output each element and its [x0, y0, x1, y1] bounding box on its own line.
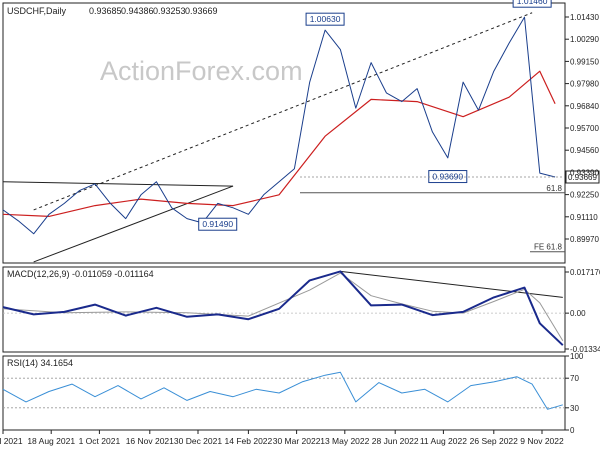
x-tick-label: 14 Feb 2022: [225, 436, 273, 446]
watermark: ActionForex.com: [100, 56, 303, 86]
price-annotation-box: [428, 170, 468, 184]
price-line: [2, 16, 556, 235]
x-tick-label: 1 Oct 2021: [79, 436, 121, 446]
y-tick-label: 70: [570, 374, 579, 383]
trendline: [33, 185, 234, 263]
y-tick-label: 0.92250: [570, 191, 599, 200]
y-tick-label: 0.96840: [570, 102, 599, 111]
x-tick-label: 30 Dec 2021: [174, 436, 222, 446]
ohlc-close: 0.93669: [185, 6, 218, 16]
price-annotation-box: [305, 12, 345, 26]
x-tick-label: 30 Mar 2022: [273, 436, 321, 446]
fibo-label: FE 61.8: [534, 243, 563, 252]
ohlc-low: 0.93253: [153, 6, 186, 16]
y-tick-label: 0.017176: [570, 268, 600, 277]
x-tick-label: 28 Jun 2022: [372, 436, 419, 446]
price-annotation-label: 0.93690: [432, 172, 463, 182]
moving-average-line: [2, 70, 556, 217]
trendline: [2, 181, 234, 187]
y-tick-label: 0.89970: [570, 235, 599, 244]
y-tick-label: 0.93390: [570, 168, 599, 177]
panel-frame: [2, 2, 566, 264]
x-tick-label: 18 Aug 2021: [27, 436, 75, 446]
y-tick-label: 100: [570, 352, 584, 361]
x-tick-label: 26 Sep 2022: [470, 436, 518, 446]
last-price-box: [565, 170, 600, 184]
x-tick-label: 16 Nov 2021: [126, 436, 174, 446]
ohlc-open: 0.93685: [89, 6, 122, 16]
y-tick-label: 0.97980: [570, 80, 599, 89]
price-annotation-label: 0.91490: [202, 219, 233, 229]
macd-line: [2, 270, 564, 346]
macd-title: MACD(12,26,9) -0.011059 -0.011164: [7, 269, 154, 279]
macd-signal-line: [2, 272, 564, 342]
last-price-label: 0.93669: [568, 173, 597, 182]
y-tick-label: 0: [570, 426, 575, 435]
x-tick-label: 5 Jul 2021: [0, 436, 23, 446]
y-tick-label: -0.01334: [570, 345, 600, 354]
y-tick-label: 0.95700: [570, 124, 599, 133]
y-tick-label: 1.01430: [570, 13, 599, 22]
y-tick-label: 0.91110: [570, 213, 598, 222]
price-annotation-box: [512, 0, 552, 8]
rsi-line: [2, 371, 563, 410]
y-tick-label: 0.99150: [570, 57, 599, 66]
y-tick-label: 0.94560: [570, 146, 599, 155]
rsi-title: RSI(14) 34.1654: [7, 358, 73, 368]
trendline: [33, 12, 533, 211]
y-tick-label: 30: [570, 404, 579, 413]
fibo-label: 61.8: [546, 184, 562, 193]
panel-frame: [2, 355, 566, 431]
y-tick-label: 0.00: [570, 309, 586, 318]
price-title: USDCHF,Daily: [7, 6, 67, 16]
panel-frame: [2, 266, 566, 353]
ohlc-high: 0.94386: [121, 6, 154, 16]
price-annotation-box: [198, 217, 238, 231]
price-annotation-label: 1.00630: [310, 14, 341, 24]
y-tick-label: 1.00290: [570, 35, 599, 44]
price-annotation-label: 1.01460: [517, 0, 548, 6]
x-tick-label: 13 May 2022: [320, 436, 369, 446]
x-tick-label: 9 Nov 2022: [520, 436, 564, 446]
x-tick-label: 11 Aug 2022: [420, 436, 467, 446]
